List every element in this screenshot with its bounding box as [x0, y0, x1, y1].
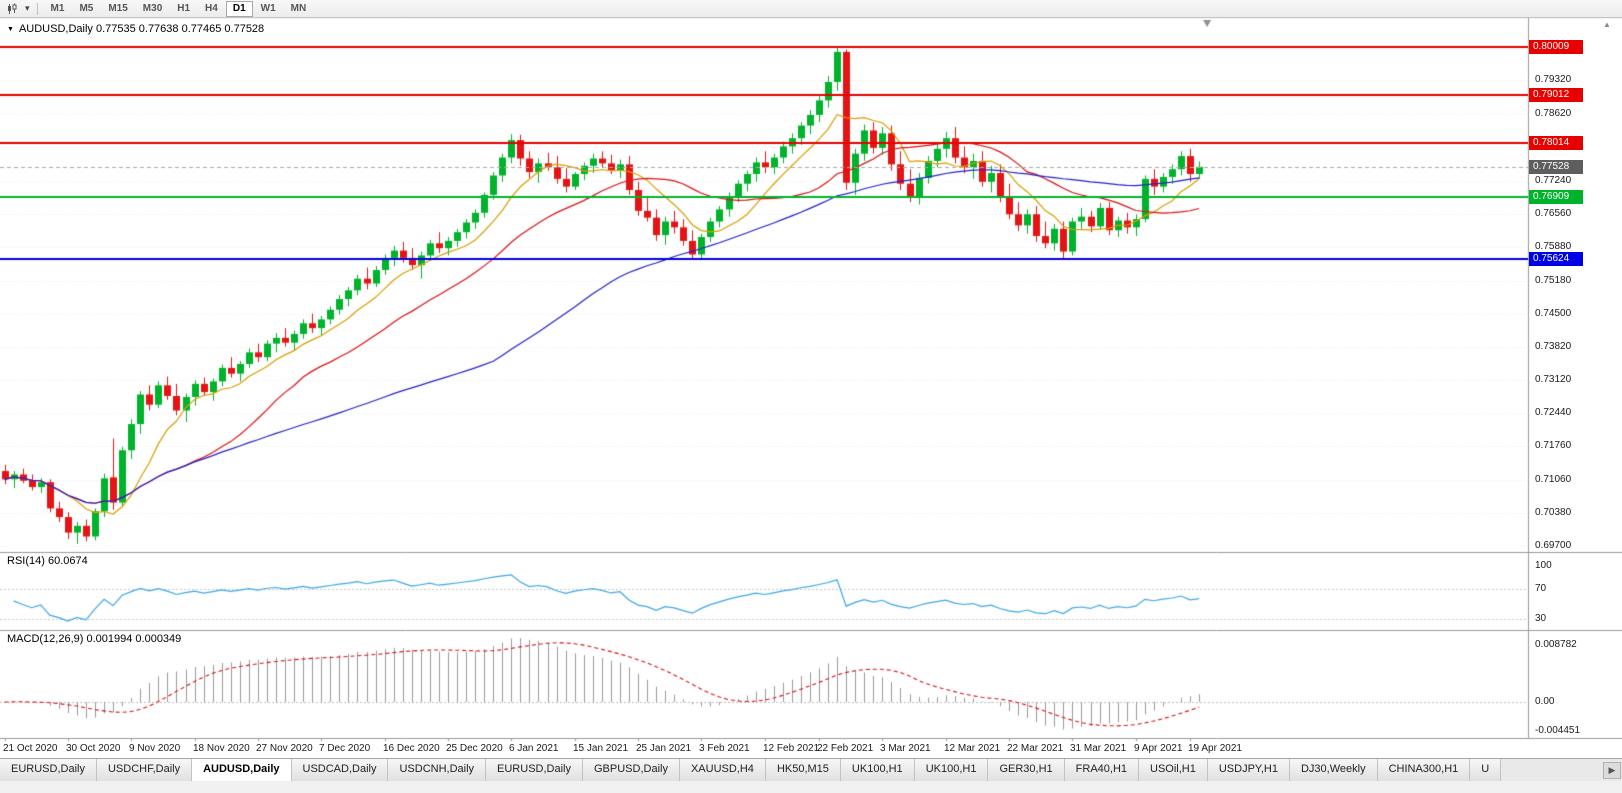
candlestick-icon: [8, 3, 17, 14]
chart-tab-2-AUDUSD-Daily[interactable]: AUDUSD,Daily: [192, 759, 292, 781]
chart-tab-17-U[interactable]: U: [1470, 759, 1502, 781]
chart-tab-8-HK50-M15[interactable]: HK50,M15: [765, 759, 841, 781]
chart-tab-4-USDCNH-Daily[interactable]: USDCNH,Daily: [388, 759, 487, 781]
toolbar-separator: [36, 2, 38, 15]
timeframe-button-W1[interactable]: W1: [254, 1, 283, 17]
timeframe-button-M15[interactable]: M15: [101, 1, 134, 17]
chart-tab-0-EURUSD-Daily[interactable]: EURUSD,Daily: [0, 759, 97, 781]
toolbar: ▾ M1 M5 M15 M30 H1 H4 D1 W1 MN: [0, 0, 1622, 18]
timeframe-button-H1[interactable]: H1: [170, 1, 197, 17]
timeframe-button-MN[interactable]: MN: [284, 1, 314, 17]
chart-tab-6-GBPUSD-Daily[interactable]: GBPUSD,Daily: [583, 759, 680, 781]
timeframe-button-D1[interactable]: D1: [225, 0, 253, 17]
chart-tab-10-UK100-H1[interactable]: UK100,H1: [914, 759, 989, 781]
chart-type-dropdown-icon[interactable]: ▾: [22, 1, 33, 17]
chart-tab-12-FRA40-H1[interactable]: FRA40,H1: [1064, 759, 1140, 781]
chart-tab-7-XAUUSD-H4[interactable]: XAUUSD,H4: [679, 759, 766, 781]
tab-scroll-right-icon[interactable]: ▶: [1603, 762, 1621, 779]
chart-tab-15-DJ30-Weekly[interactable]: DJ30,Weekly: [1289, 759, 1378, 781]
chart-tab-14-USDJPY-H1[interactable]: USDJPY,H1: [1207, 759, 1290, 781]
chart-tab-5-EURUSD-Daily[interactable]: EURUSD,Daily: [486, 759, 583, 781]
bottom-strip: [0, 781, 1622, 793]
timeframe-button-H4[interactable]: H4: [198, 1, 225, 17]
chart-tab-11-GER30-H1[interactable]: GER30,H1: [988, 759, 1065, 781]
chart-tab-9-UK100-H1[interactable]: UK100,H1: [840, 759, 915, 781]
chart-tab-1-USDCHF-Daily[interactable]: USDCHF,Daily: [96, 759, 193, 781]
price-chart-canvas[interactable]: [0, 0, 1622, 758]
chart-tab-bar: EURUSD,Daily USDCHF,Daily AUDUSD,Daily USDC…: [0, 758, 1622, 781]
timeframe-buttons: M1 M5 M15 M30 H1 H4 D1 W1 MN: [44, 0, 314, 17]
timeframe-button-M1[interactable]: M1: [44, 1, 72, 17]
timeframe-button-M5[interactable]: M5: [72, 1, 100, 17]
timeframe-button-M30[interactable]: M30: [136, 1, 169, 17]
chart-tab-13-USOil-H1[interactable]: USOil,H1: [1139, 759, 1208, 781]
chart-tab-16-CHINA300-H1[interactable]: CHINA300,H1: [1377, 759, 1471, 781]
chart-tab-3-USDCAD-Daily[interactable]: USDCAD,Daily: [291, 759, 389, 781]
chart-type-icon[interactable]: [3, 1, 21, 17]
